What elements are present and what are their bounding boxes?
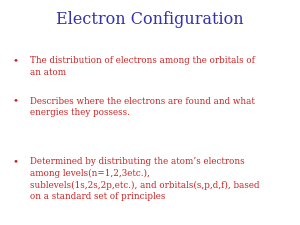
Text: •: • [12,97,18,106]
Text: Electron Configuration: Electron Configuration [56,11,244,28]
Text: The distribution of electrons among the orbitals of
an atom: The distribution of electrons among the … [30,56,255,77]
Text: •: • [12,158,18,166]
Text: Determined by distributing the atom’s electrons
among levels(n=1,2,3etc.),
suble: Determined by distributing the atom’s el… [30,158,260,201]
Text: Describes where the electrons are found and what
energies they possess.: Describes where the electrons are found … [30,97,255,117]
Text: •: • [12,56,18,65]
